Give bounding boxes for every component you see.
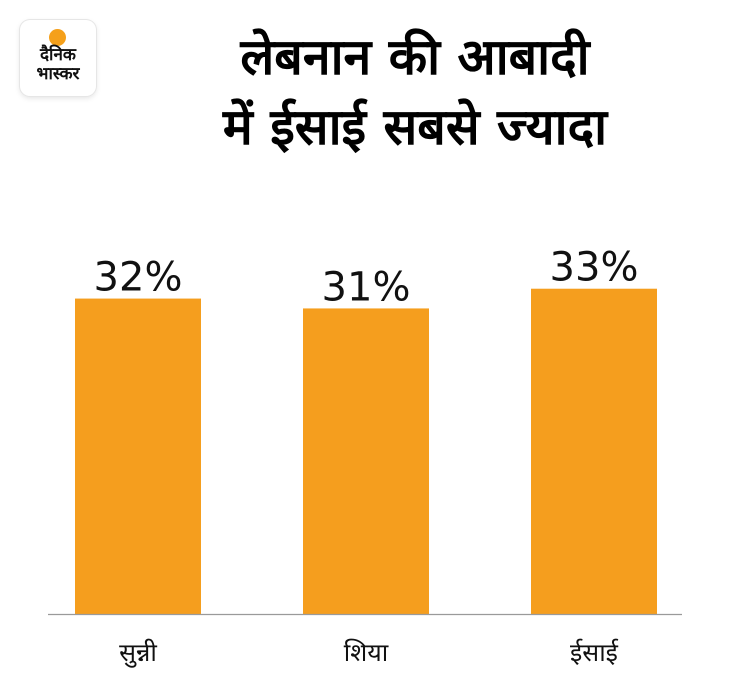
dainik-bhaskar-logo: दैनिक भास्कर — [20, 20, 96, 96]
logo-line-1: दैनिक — [40, 45, 76, 65]
category-label-2: शिया — [344, 638, 389, 667]
bar-1 — [75, 298, 201, 614]
data-label-3: 33% — [550, 245, 639, 291]
title-line-2: में ईसाई सबसे ज्यादा — [222, 98, 608, 156]
chart-title: लेबनान की आबादी में ईसाई सबसे ज्यादा — [100, 22, 730, 162]
category-label-3: ईसाई — [570, 638, 619, 667]
bar-3 — [531, 288, 657, 614]
category-label-1: सुन्नी — [119, 638, 157, 668]
bar-2 — [303, 308, 429, 614]
logo-text: दैनिक भास्कर — [20, 46, 96, 84]
data-label-1: 32% — [94, 255, 183, 301]
data-label-2: 31% — [322, 264, 411, 310]
logo-line-2: भास्कर — [36, 64, 80, 84]
sun-icon — [49, 29, 66, 46]
title-line-1: लेबनान की आबादी — [240, 28, 590, 86]
